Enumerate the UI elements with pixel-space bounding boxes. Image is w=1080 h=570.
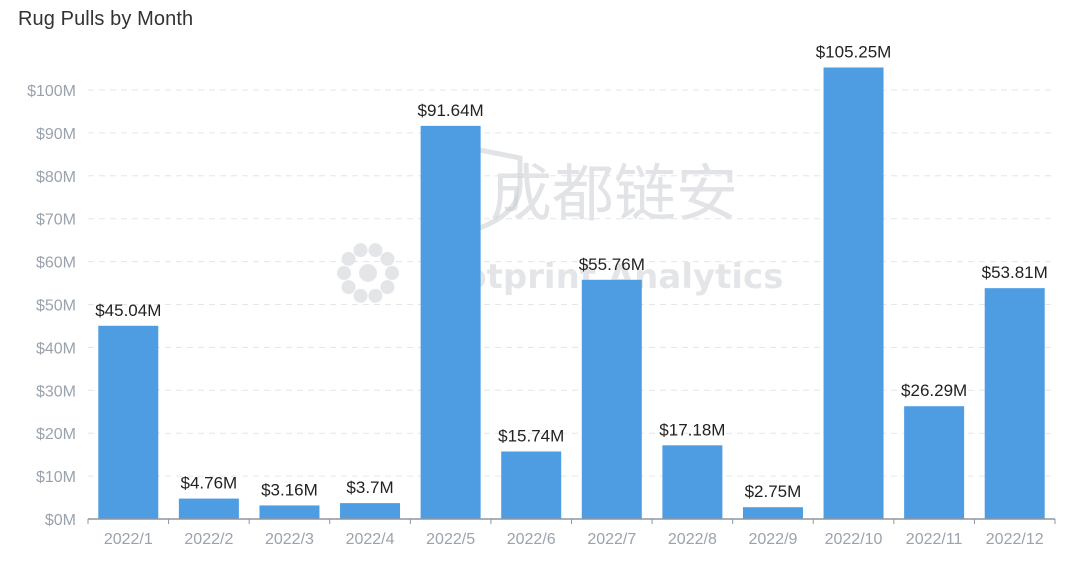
watermark-flower-petal (353, 288, 368, 303)
bar (420, 125, 481, 519)
bar-data-label: $55.76M (579, 255, 645, 274)
watermark-flower-petal (380, 280, 395, 295)
bar-data-label: $45.04M (95, 301, 161, 320)
watermark-flower-petal (341, 251, 356, 266)
y-tick-label: $40M (36, 340, 76, 357)
bar-data-label: $2.75M (745, 482, 802, 501)
y-tick-label: $100M (27, 83, 76, 100)
x-tick-label: 2022/5 (426, 531, 475, 548)
x-tick-label: 2022/3 (265, 531, 314, 548)
watermark-text-cn: 成都链安 (490, 157, 738, 230)
y-tick-label: $10M (36, 469, 76, 486)
watermark-flower-petal (353, 243, 368, 258)
bar-data-label: $17.18M (659, 420, 725, 439)
bar (904, 406, 965, 519)
x-tick-label: 2022/2 (184, 531, 233, 548)
bar-data-labels: $45.04M $4.76M $3.16M $3.7M $91.64M $15.74M $5… (95, 42, 1048, 501)
bar (742, 507, 803, 519)
chart-title: Rug Pulls by Month (18, 8, 194, 30)
gridlines (88, 89, 1055, 477)
x-tick-label: 2022/10 (825, 531, 883, 548)
bar-data-label: $3.7M (346, 478, 393, 497)
watermark-flower-icon (337, 243, 399, 303)
bar (340, 503, 401, 519)
watermark-flower-petal (385, 266, 399, 280)
bar-data-label: $91.64M (418, 101, 484, 120)
watermark-flower-petal (368, 288, 383, 303)
bar (178, 498, 239, 519)
watermark-flower-petal (341, 280, 356, 295)
x-tick-label: 2022/9 (748, 531, 797, 548)
bar (662, 445, 723, 519)
bar (984, 288, 1045, 519)
bar-data-label: $3.16M (261, 480, 318, 499)
bar (581, 279, 642, 519)
watermark-flower-petal (380, 251, 395, 266)
watermark-flower-petal (368, 243, 383, 258)
x-axis (87, 518, 1055, 524)
y-tick-label: $70M (36, 212, 76, 229)
watermark-flower-center (359, 264, 377, 282)
x-tick-label: 2022/1 (104, 531, 153, 548)
x-tick-label: 2022/4 (346, 531, 395, 548)
bar (98, 325, 159, 519)
y-tick-label: $80M (36, 169, 76, 186)
bar-data-label: $53.81M (982, 263, 1048, 282)
bar (501, 451, 562, 519)
bar-data-label: $105.25M (816, 42, 892, 61)
y-axis-ticks: $0M $10M $20M $30M $40M $50M $60M $70M $80M $90M $… (27, 83, 76, 529)
bar (259, 505, 320, 519)
y-tick-label: $30M (36, 383, 76, 400)
x-tick-label: 2022/11 (906, 531, 963, 548)
x-axis-ticks: 2022/1 2022/2 2022/3 2022/4 2022/5 2022/6 2022… (104, 519, 1056, 548)
bar-data-label: $15.74M (498, 426, 564, 445)
x-tick-label: 2022/6 (507, 531, 556, 548)
y-tick-label: $0M (45, 512, 76, 529)
bar-data-label: $4.76M (181, 474, 238, 493)
x-tick-label: 2022/12 (986, 531, 1044, 548)
bar-data-label: $26.29M (901, 381, 967, 400)
x-tick-label: 2022/8 (668, 531, 717, 548)
watermark-flower-petal (337, 266, 351, 280)
bar (823, 67, 884, 519)
y-tick-label: $50M (36, 298, 76, 315)
y-tick-label: $90M (36, 126, 76, 143)
x-tick-label: 2022/7 (587, 531, 636, 548)
bars (98, 67, 1045, 519)
y-tick-label: $60M (36, 255, 76, 272)
y-tick-label: $20M (36, 426, 76, 443)
